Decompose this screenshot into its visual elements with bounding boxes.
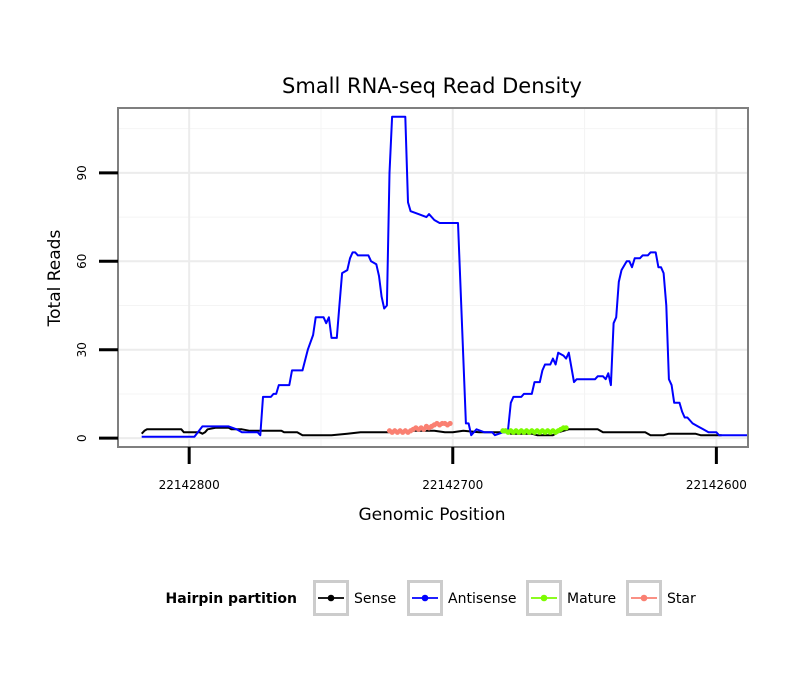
series-line-antisense bbox=[141, 115, 748, 438]
plot-panel bbox=[118, 108, 748, 447]
x-axis-label: Genomic Position bbox=[358, 505, 505, 525]
legend-item-sense: Sense bbox=[313, 580, 396, 616]
x-tick-label: 22142800 bbox=[159, 478, 220, 492]
data-point-star bbox=[447, 420, 453, 427]
legend-label-mature: Mature bbox=[567, 591, 616, 607]
y-tick-label: 30 bbox=[75, 342, 89, 357]
legend-item-mature: Mature bbox=[526, 580, 616, 616]
x-tick-label: 22142700 bbox=[422, 478, 483, 492]
chart-title: Small RNA-seq Read Density bbox=[282, 74, 582, 98]
legend-key-point bbox=[540, 594, 548, 602]
legend-key-point bbox=[327, 594, 335, 602]
data-point-mature bbox=[563, 425, 569, 431]
y-tick-label: 0 bbox=[75, 434, 89, 442]
y-axis-label: Total Reads bbox=[45, 230, 65, 328]
y-tick-label: 60 bbox=[75, 254, 89, 269]
y-tick-label: 90 bbox=[75, 165, 89, 180]
legend-key-point bbox=[421, 594, 429, 602]
legend-label-sense: Sense bbox=[354, 591, 396, 607]
plot-border bbox=[117, 107, 749, 448]
legend-label-antisense: Antisense bbox=[448, 591, 517, 607]
x-tick-label: 22142600 bbox=[686, 478, 747, 492]
legend: Hairpin partition Sense Antisense Mature St… bbox=[166, 580, 696, 616]
legend-label-star: Star bbox=[667, 591, 696, 607]
legend-item-star: Star bbox=[626, 580, 696, 616]
legend-key-point bbox=[640, 594, 648, 602]
legend-title: Hairpin partition bbox=[166, 591, 297, 607]
legend-item-antisense: Antisense bbox=[407, 580, 517, 616]
